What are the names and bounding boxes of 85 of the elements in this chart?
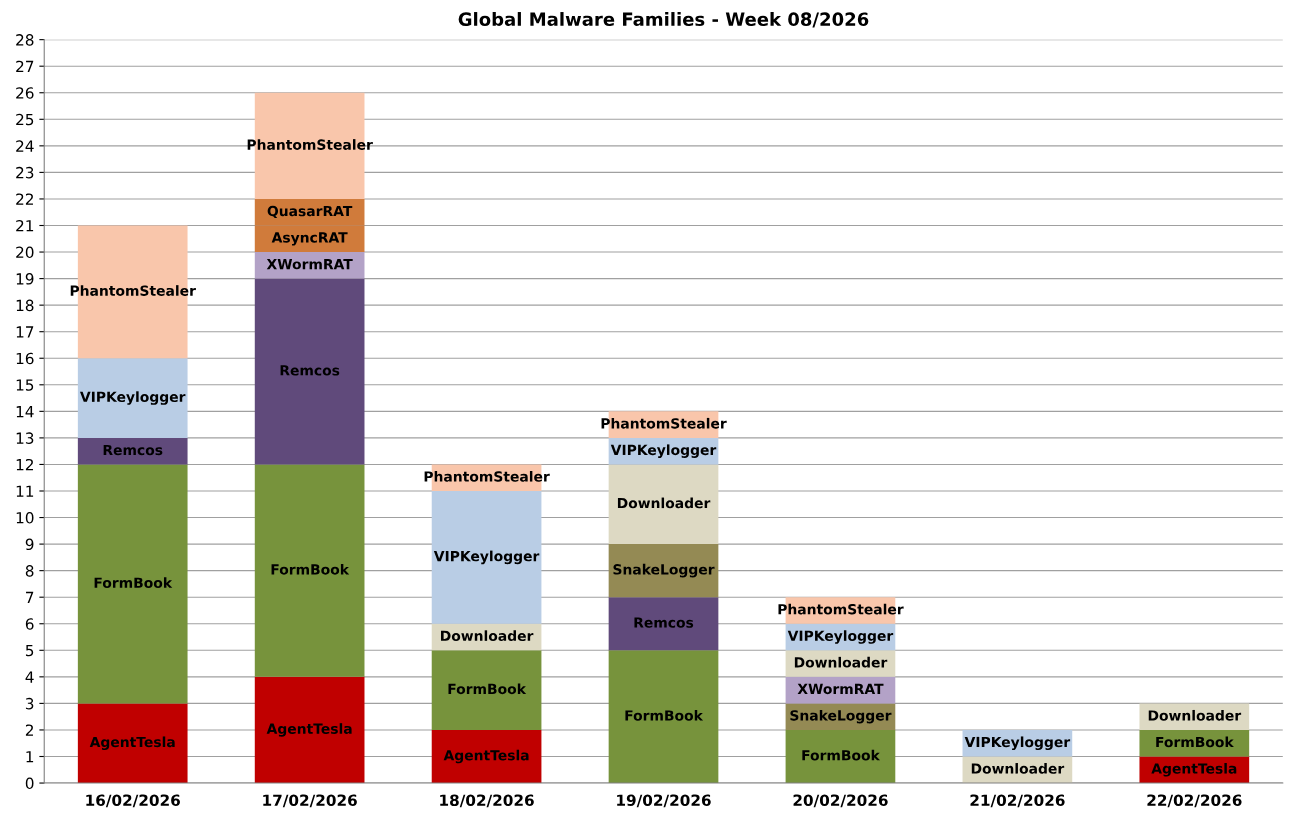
bar [254, 278, 365, 465]
text: PhantomStealer [778, 603, 904, 615]
series-label: AgentTesla [1151, 763, 1237, 777]
text: Remcos [280, 365, 340, 376]
text: SnakeLogger [613, 563, 715, 578]
x-tick-label: 19/02/2026 [617, 794, 711, 808]
y-tick-label: 5 [25, 644, 34, 657]
text: Downloader [794, 656, 888, 668]
y-tick-label: 4 [25, 671, 34, 683]
y-tick-label: 18 [16, 299, 34, 312]
bar [608, 597, 719, 651]
bar [608, 544, 719, 598]
text: VIPKeylogger [80, 391, 186, 405]
text: VIPKeylogger [964, 736, 1071, 750]
y-tick-label: 11 [16, 485, 34, 497]
bar [608, 650, 719, 784]
text: FormBook [94, 577, 173, 588]
series-label: Remcos [103, 444, 163, 456]
series-label: SnakeLogger [790, 709, 892, 724]
series-label: QuasarRAT [267, 205, 353, 219]
y-tick-label: 15 [16, 379, 34, 391]
text: VIPKeylogger [610, 444, 717, 458]
text: XWormRAT [797, 683, 884, 695]
y-tick-label: 8 [25, 565, 34, 577]
y-tick-label: 14 [16, 406, 34, 418]
x-tick-label: 16/02/2026 [86, 794, 180, 808]
series-label: PhantomStealer [70, 285, 196, 296]
series-label: FormBook [1156, 736, 1234, 748]
text: FormBook [625, 709, 704, 721]
bar [254, 464, 365, 677]
y-tick-label: 13 [16, 432, 34, 444]
text: FormBook [802, 749, 881, 761]
y-tick-label: 20 [16, 246, 34, 259]
text: Downloader [617, 497, 711, 509]
chart-title: Global Malware Families - Week 08/2026 [458, 12, 869, 28]
y-tick-label: 17 [16, 326, 34, 338]
text: PhantomStealer [601, 417, 727, 429]
bar [608, 464, 719, 545]
x-tick-label: 18/02/2026 [440, 794, 534, 808]
y-tick-label: 0 [25, 777, 34, 790]
y-tick-label: 2 [25, 724, 33, 736]
y-tick-label: 3 [25, 697, 34, 710]
y-tick-label: 12 [16, 458, 33, 471]
y-tick-label: 19 [16, 273, 34, 285]
x-tick-label: 20/02/2026 [793, 794, 888, 808]
y-tick-label: 16 [16, 352, 34, 365]
bar [77, 358, 188, 438]
y-tick-label: 22 [16, 193, 33, 205]
x-tick-label: 17/02/2026 [263, 794, 357, 808]
series-label: Downloader [441, 630, 534, 642]
bar [431, 729, 542, 784]
text: VIPKeylogger [787, 630, 894, 644]
x-tick-label: 21/02/2026 [970, 794, 1065, 808]
x-tick-label: 22/02/2026 [1147, 794, 1242, 808]
y-tick-label: 24 [16, 140, 34, 152]
series-label: XWormRAT [266, 259, 353, 270]
y-tick-label: 23 [16, 166, 34, 179]
bar [431, 491, 542, 624]
y-tick-label: 10 [16, 512, 34, 524]
text: PhantomStealer [424, 471, 550, 482]
series-label: AsyncRAT [271, 232, 348, 246]
y-tick-label: 26 [16, 87, 34, 99]
bar [77, 703, 188, 784]
text: AgentTesla [443, 749, 529, 764]
text: AgentTesla [89, 736, 175, 750]
y-tick-label: 27 [16, 60, 34, 72]
bar [77, 464, 188, 704]
text: FormBook [271, 563, 350, 575]
text: Downloader [971, 763, 1065, 774]
y-tick-label: 21 [16, 219, 34, 232]
y-tick-label: 25 [16, 113, 34, 126]
y-tick-label: 7 [26, 591, 34, 603]
text: Remcos [634, 617, 694, 628]
y-tick-label: 6 [25, 618, 34, 630]
text: FormBook [448, 683, 527, 695]
bar [431, 650, 542, 730]
y-tick-label: 9 [25, 538, 34, 551]
y-tick-label: 1 [26, 751, 34, 763]
y-tick-label: 28 [16, 34, 34, 46]
series-label: VIPKeylogger [433, 550, 540, 565]
bar [785, 729, 896, 784]
text: PhantomStealer [247, 139, 373, 150]
text: Downloader [1148, 709, 1242, 721]
text: AgentTesla [266, 723, 352, 737]
bar [254, 676, 365, 784]
